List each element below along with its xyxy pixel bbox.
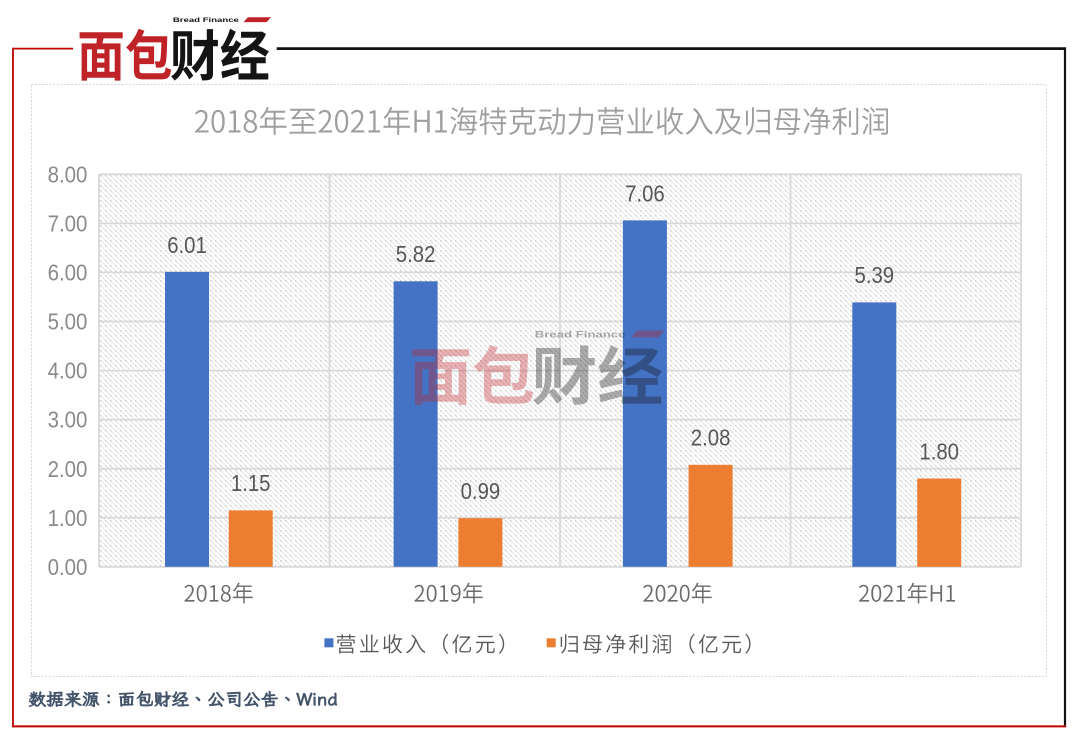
svg-text:0.99: 0.99 xyxy=(461,478,501,504)
svg-text:7.06: 7.06 xyxy=(625,180,665,206)
svg-text:4.00: 4.00 xyxy=(48,358,88,384)
svg-text:1.80: 1.80 xyxy=(919,438,959,464)
svg-text:7.00: 7.00 xyxy=(48,211,88,237)
svg-text:1.00: 1.00 xyxy=(48,505,88,531)
svg-text:6.01: 6.01 xyxy=(167,232,207,258)
svg-text:0.00: 0.00 xyxy=(48,554,88,580)
svg-text:5.00: 5.00 xyxy=(48,309,88,335)
svg-text:2.08: 2.08 xyxy=(691,425,731,451)
svg-text:Bread Finance: Bread Finance xyxy=(535,329,626,339)
svg-text:6.00: 6.00 xyxy=(48,260,88,286)
svg-text:8.00: 8.00 xyxy=(48,161,88,187)
svg-text:5.82: 5.82 xyxy=(396,241,436,267)
svg-text:3.00: 3.00 xyxy=(48,407,88,433)
svg-text:5.39: 5.39 xyxy=(855,262,895,288)
svg-text:2.00: 2.00 xyxy=(48,456,88,482)
svg-text:1.15: 1.15 xyxy=(231,470,271,496)
svg-text:Bread Finance: Bread Finance xyxy=(173,17,240,24)
